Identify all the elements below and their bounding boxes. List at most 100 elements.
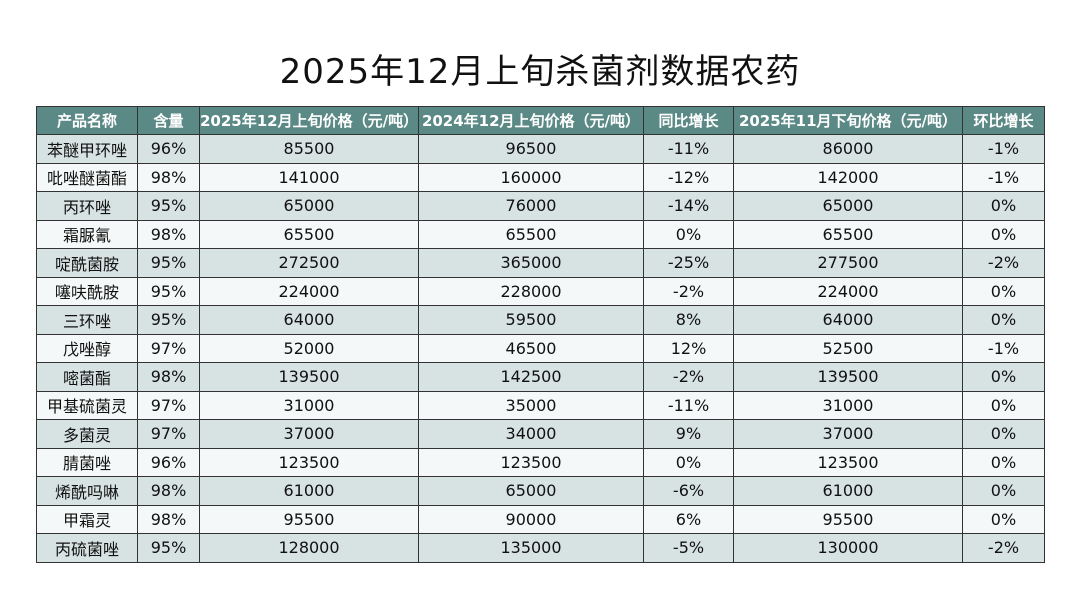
- table-cell: 128000: [199, 533, 419, 563]
- title: 2025年12月上旬杀菌剂数据农药: [279, 52, 801, 92]
- table-cell: 95500: [733, 504, 963, 534]
- table-cell: 139500: [733, 362, 963, 392]
- column-header: 产品名称: [36, 106, 138, 135]
- table-cell: 0%: [643, 447, 734, 477]
- table-cell: 丙硫菌唑: [36, 533, 138, 563]
- table-row: 甲基硫菌灵 97% 31000 35000 -11% 31000 0%: [36, 390, 1045, 420]
- table-cell: 95%: [137, 248, 200, 278]
- table-cell: 61000: [733, 476, 963, 506]
- table-cell: 丙环唑: [36, 191, 138, 221]
- table-cell: 多菌灵: [36, 419, 138, 449]
- table-row: 嘧菌酯 98% 139500 142500 -2% 139500 0%: [36, 362, 1045, 392]
- table-cell: 0%: [643, 219, 734, 249]
- table-cell: 37000: [733, 419, 963, 449]
- table-cell: 65500: [733, 219, 963, 249]
- table-cell: 64000: [733, 305, 963, 335]
- table-cell: 123500: [199, 447, 419, 477]
- table-cell: 35000: [418, 390, 644, 420]
- table-cell: 224000: [733, 276, 963, 306]
- table-cell: 64000: [199, 305, 419, 335]
- table-cell: 31000: [733, 390, 963, 420]
- table-cell: 0%: [962, 390, 1045, 420]
- table-cell: 0%: [962, 191, 1045, 221]
- column-header: 2025年12月上旬价格（元/吨）: [199, 106, 419, 135]
- column-header: 含量: [137, 106, 200, 135]
- table-cell: 65000: [733, 191, 963, 221]
- table-cell: 97%: [137, 333, 200, 363]
- table-cell: 0%: [962, 419, 1045, 449]
- table-cell: -2%: [643, 362, 734, 392]
- table-cell: 0%: [962, 447, 1045, 477]
- table-cell: -1%: [962, 162, 1045, 192]
- table-cell: 噻呋酰胺: [36, 276, 138, 306]
- column-header: 同比增长: [643, 106, 734, 135]
- column-header: 环比增长: [962, 106, 1045, 135]
- table-row: 烯酰吗啉 98% 61000 65000 -6% 61000 0%: [36, 476, 1045, 506]
- table-row: 丙硫菌唑 95% 128000 135000 -5% 130000 -2%: [36, 533, 1045, 563]
- table-cell: 0%: [962, 362, 1045, 392]
- table-cell: 90000: [418, 504, 644, 534]
- table-cell: 烯酰吗啉: [36, 476, 138, 506]
- table-cell: 46500: [418, 333, 644, 363]
- table-cell: 甲霜灵: [36, 504, 138, 534]
- header-row: 产品名称 含量 2025年12月上旬价格（元/吨） 2024年12月上旬价格（元/吨）…: [36, 106, 1045, 135]
- table-cell: 34000: [418, 419, 644, 449]
- column-header: 2024年12月上旬价格（元/吨）: [418, 106, 644, 135]
- table-cell: -6%: [643, 476, 734, 506]
- table-row: 霜脲氰 98% 65500 65500 0% 65500 0%: [36, 219, 1045, 249]
- table-cell: 0%: [962, 305, 1045, 335]
- table-cell: -1%: [962, 134, 1045, 164]
- table-cell: 啶酰菌胺: [36, 248, 138, 278]
- table-row: 吡唑醚菌酯 98% 141000 160000 -12% 142000 -1%: [36, 162, 1045, 192]
- table-cell: 12%: [643, 333, 734, 363]
- table-body: 苯醚甲环唑 96% 85500 96500 -11% 86000 -1% 吡唑醚菌酯 98% 14…: [36, 134, 1045, 563]
- table-cell: 277500: [733, 248, 963, 278]
- table-cell: -5%: [643, 533, 734, 563]
- table-cell: 224000: [199, 276, 419, 306]
- table-cell: 95%: [137, 276, 200, 306]
- table-cell: 31000: [199, 390, 419, 420]
- table-cell: 0%: [962, 276, 1045, 306]
- table-cell: 59500: [418, 305, 644, 335]
- table-row: 丙环唑 95% 65000 76000 -14% 65000 0%: [36, 191, 1045, 221]
- table-cell: 142500: [418, 362, 644, 392]
- table-cell: -2%: [643, 276, 734, 306]
- table-cell: 95%: [137, 533, 200, 563]
- table-cell: 97%: [137, 390, 200, 420]
- table-cell: 霜脲氰: [36, 219, 138, 249]
- table-cell: 135000: [418, 533, 644, 563]
- table-cell: 95%: [137, 191, 200, 221]
- table-cell: 98%: [137, 362, 200, 392]
- table-cell: 141000: [199, 162, 419, 192]
- table-cell: 65000: [199, 191, 419, 221]
- table-cell: -14%: [643, 191, 734, 221]
- table-cell: -11%: [643, 134, 734, 164]
- table-row: 啶酰菌胺 95% 272500 365000 -25% 277500 -2%: [36, 248, 1045, 278]
- table-cell: 6%: [643, 504, 734, 534]
- table-row: 戊唑醇 97% 52000 46500 12% 52500 -1%: [36, 333, 1045, 363]
- table-cell: 9%: [643, 419, 734, 449]
- table-cell: 嘧菌酯: [36, 362, 138, 392]
- price-table: 产品名称 含量 2025年12月上旬价格（元/吨） 2024年12月上旬价格（元/吨）…: [36, 106, 1045, 563]
- table-cell: 160000: [418, 162, 644, 192]
- table-cell: -12%: [643, 162, 734, 192]
- table-row: 多菌灵 97% 37000 34000 9% 37000 0%: [36, 419, 1045, 449]
- table-cell: 52500: [733, 333, 963, 363]
- table-cell: 三环唑: [36, 305, 138, 335]
- table-cell: 吡唑醚菌酯: [36, 162, 138, 192]
- table-row: 甲霜灵 98% 95500 90000 6% 95500 0%: [36, 504, 1045, 534]
- table-cell: 272500: [199, 248, 419, 278]
- table-cell: 65500: [199, 219, 419, 249]
- column-header: 2025年11月下旬价格（元/吨）: [733, 106, 963, 135]
- table-row: 噻呋酰胺 95% 224000 228000 -2% 224000 0%: [36, 276, 1045, 306]
- table-cell: 52000: [199, 333, 419, 363]
- table-cell: 98%: [137, 162, 200, 192]
- table-cell: 97%: [137, 419, 200, 449]
- table-cell: 76000: [418, 191, 644, 221]
- table-cell: 96%: [137, 447, 200, 477]
- table-cell: -25%: [643, 248, 734, 278]
- table-cell: -1%: [962, 333, 1045, 363]
- table-cell: -2%: [962, 533, 1045, 563]
- table-cell: 0%: [962, 219, 1045, 249]
- table-cell: 8%: [643, 305, 734, 335]
